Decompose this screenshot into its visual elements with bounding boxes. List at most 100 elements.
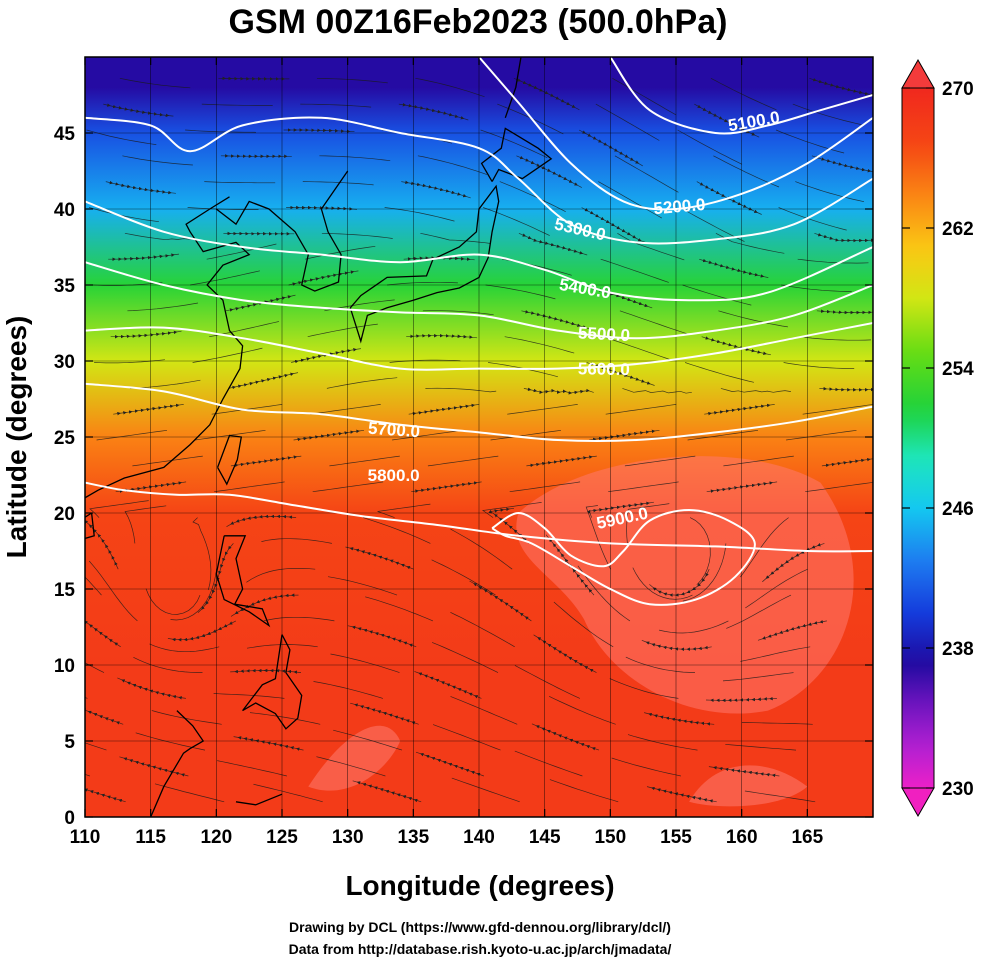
streamline	[300, 103, 372, 108]
streamline	[122, 155, 193, 166]
streamline	[694, 103, 760, 138]
streamline	[365, 596, 434, 622]
streamline	[821, 455, 873, 468]
plot-area	[85, 57, 873, 817]
streamline	[206, 243, 277, 260]
streamline	[762, 543, 825, 583]
x-axis: 110 115 120 125 130 135 140 145 150 155 160 165	[70, 57, 824, 848]
streamline	[85, 773, 91, 777]
streamline	[220, 154, 292, 159]
streamline	[233, 736, 304, 751]
x-tick-label: 135	[397, 827, 429, 848]
streamline	[417, 155, 488, 175]
streamline	[185, 129, 257, 133]
streamline	[85, 699, 124, 725]
streamline	[85, 512, 119, 570]
streamline	[347, 625, 417, 648]
credit-drawing: Drawing by DCL (https://www.gfd-dennou.o…	[289, 919, 671, 935]
streamline	[333, 729, 403, 751]
streamline	[85, 781, 126, 803]
streamline	[649, 569, 710, 597]
contour-label: 5600.0	[578, 359, 630, 379]
streamline	[316, 756, 386, 777]
contour-line	[478, 57, 873, 211]
streamline	[526, 455, 597, 468]
streamline	[516, 155, 582, 188]
streamline	[641, 639, 712, 652]
height-contours	[85, 57, 873, 606]
contour-line	[85, 481, 873, 553]
streamline	[795, 181, 865, 203]
streamline	[398, 102, 469, 121]
contour-line	[609, 57, 873, 135]
colorbar: 230 238 246 254 262 270	[901, 58, 974, 818]
streamline	[316, 77, 388, 84]
streamline	[283, 128, 355, 134]
colorbar-tick-label: 246	[942, 499, 974, 520]
streamline	[151, 710, 222, 725]
y-tick-label: 5	[64, 732, 75, 753]
coastline	[85, 512, 95, 540]
streamline	[145, 588, 201, 615]
streamline	[775, 129, 845, 154]
streamline	[469, 580, 532, 622]
streamline	[659, 620, 729, 634]
streamline	[741, 722, 813, 725]
streamline	[411, 481, 482, 493]
streamline	[480, 129, 548, 159]
streamline	[149, 643, 220, 653]
contour-label: 5200.0	[653, 195, 706, 218]
streamline	[740, 517, 789, 578]
streamline	[482, 207, 550, 236]
streamline	[387, 281, 458, 286]
streamline	[127, 302, 199, 312]
streamline	[223, 231, 295, 236]
streamline	[548, 695, 616, 725]
streamline	[679, 207, 745, 242]
streamline	[578, 129, 643, 167]
streamline	[757, 619, 827, 641]
coastline-map	[85, 57, 553, 817]
streamline	[603, 336, 672, 361]
streamline	[192, 517, 212, 591]
y-axis-label: Latitude (degrees)	[1, 316, 32, 559]
streamline	[811, 155, 873, 174]
streamline	[85, 606, 121, 648]
streamline	[345, 546, 414, 570]
streamline	[431, 642, 499, 673]
contour-line	[85, 261, 873, 340]
streamline	[408, 403, 480, 416]
streamline	[415, 751, 485, 777]
streamline	[684, 362, 754, 383]
streamline	[778, 207, 847, 231]
x-tick-label: 115	[135, 827, 166, 848]
streamline	[450, 528, 513, 570]
streamline	[201, 103, 273, 106]
streamline	[167, 620, 237, 642]
colorbar-body	[901, 87, 935, 789]
streamline	[88, 560, 138, 622]
streamline	[682, 284, 752, 306]
coastline	[504, 57, 522, 119]
streamline	[644, 712, 715, 726]
streamline	[805, 481, 873, 493]
streamline	[585, 505, 612, 570]
y-tick-label: 10	[54, 656, 75, 677]
streamline	[422, 310, 494, 316]
streamline	[96, 429, 168, 441]
streamline	[319, 155, 391, 162]
streamline	[619, 310, 689, 335]
streamline	[154, 783, 225, 803]
x-tick-label: 150	[594, 827, 626, 848]
streamline	[427, 455, 499, 467]
streamline	[425, 387, 497, 393]
streamline	[230, 455, 302, 468]
streamline	[533, 634, 597, 673]
streamline	[230, 668, 302, 674]
streamline	[740, 646, 811, 662]
x-tick-label: 120	[200, 827, 232, 848]
streamline	[800, 336, 872, 341]
streamline	[85, 662, 105, 673]
streamline	[786, 429, 857, 441]
streamline	[117, 677, 186, 700]
